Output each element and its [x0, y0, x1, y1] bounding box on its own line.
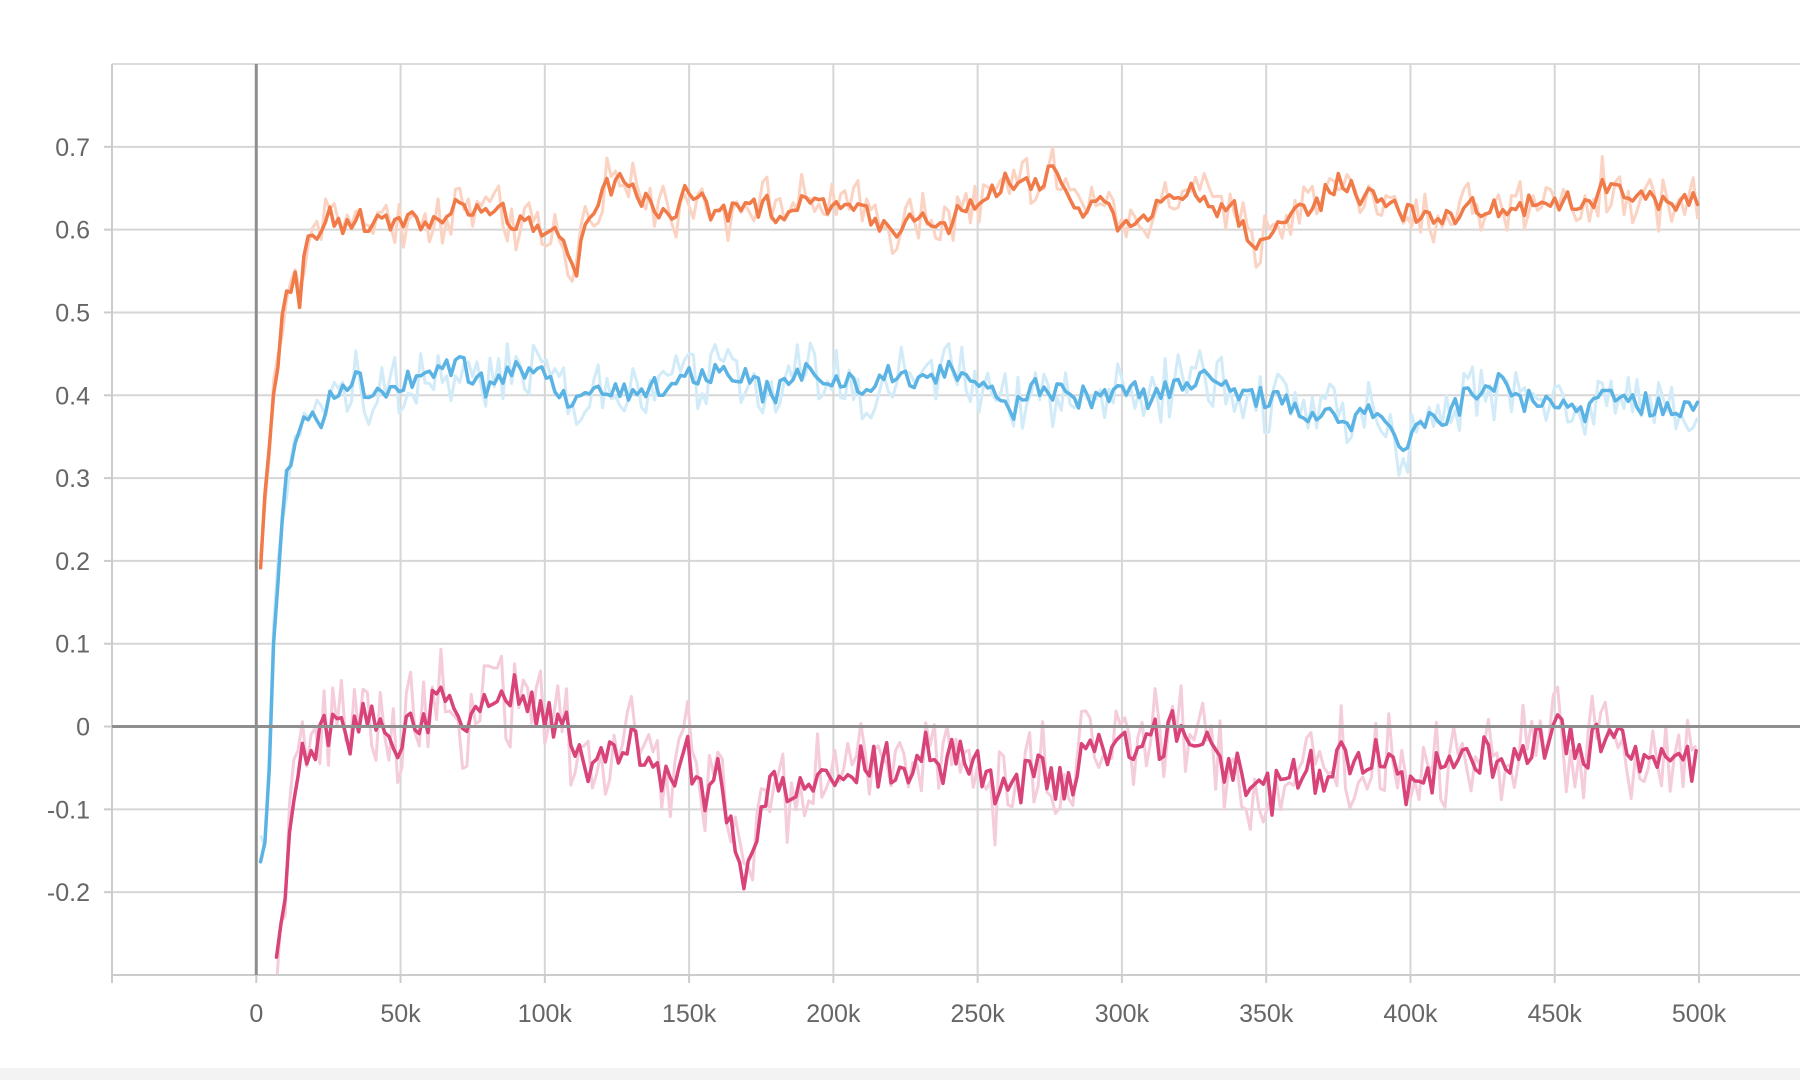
axes [104, 64, 1800, 983]
bottom-band [0, 1068, 1800, 1080]
series-group [258, 146, 1700, 975]
series-1-raw-line [259, 341, 1699, 849]
y-tick-label: 0.4 [55, 382, 90, 410]
x-tick-label: 250k [951, 1000, 1006, 1028]
y-tick-label: -0.1 [47, 796, 90, 824]
x-tick-label: 500k [1672, 1000, 1727, 1028]
y-tick-label: 0.2 [55, 548, 90, 576]
y-tick-label: 0.7 [55, 134, 90, 162]
x-tick-label: 400k [1383, 1000, 1438, 1028]
y-tick-label: 0.6 [55, 217, 90, 245]
tick-labels: -0.2 -0.1 0 0.1 0.2 0.3 0.4 0.5 0.6 0.7 0 50k 100k 15… [47, 134, 1727, 1028]
series-2-raw-line [275, 647, 1698, 975]
x-tick-label: 0 [249, 1000, 263, 1028]
series-2-line [274, 673, 1698, 959]
x-tick-label: 100k [518, 1000, 573, 1028]
y-tick-label: -0.2 [47, 879, 90, 907]
x-tick-label: 50k [380, 1000, 421, 1028]
series-0-line [258, 164, 1700, 570]
y-tick-label: 0.5 [55, 299, 90, 327]
x-tick-label: 450k [1528, 1000, 1583, 1028]
x-tick-label: 150k [662, 1000, 717, 1028]
y-tick-label: 0.1 [55, 631, 90, 659]
y-tick-label: 0.3 [55, 465, 90, 493]
series-0-raw-line [259, 146, 1700, 557]
x-tick-label: 300k [1095, 1000, 1150, 1028]
y-tick-label: 0 [76, 714, 90, 742]
x-tick-label: 350k [1239, 1000, 1294, 1028]
series-1-line [258, 354, 1700, 864]
x-tick-label: 200k [806, 1000, 861, 1028]
